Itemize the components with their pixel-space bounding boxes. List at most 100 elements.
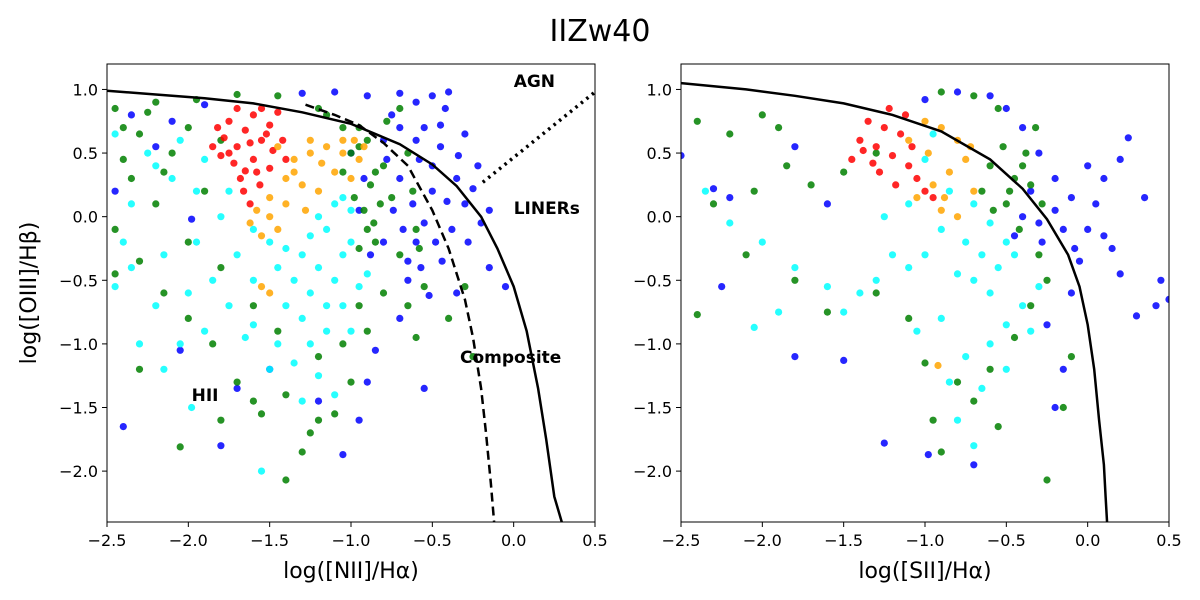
data-point bbox=[257, 136, 266, 144]
x-tick-label: 0.0 bbox=[1075, 531, 1100, 550]
data-point bbox=[331, 200, 339, 208]
data-point bbox=[921, 251, 929, 259]
data-point bbox=[318, 159, 326, 167]
data-point bbox=[363, 327, 371, 335]
data-point bbox=[184, 289, 192, 297]
data-point bbox=[420, 384, 428, 392]
data-point bbox=[750, 323, 758, 331]
data-point bbox=[901, 111, 910, 119]
data-point bbox=[257, 467, 266, 475]
data-point bbox=[999, 143, 1007, 151]
region-label: Composite bbox=[460, 348, 561, 368]
data-point bbox=[994, 423, 1002, 431]
left-panel-region-labels: AGN LINERs Composite HII bbox=[192, 72, 580, 406]
data-point bbox=[111, 283, 119, 291]
data-point bbox=[783, 162, 791, 170]
data-point bbox=[726, 219, 734, 227]
data-point bbox=[905, 200, 913, 208]
data-point bbox=[409, 200, 417, 208]
data-point bbox=[111, 130, 119, 138]
data-point bbox=[840, 308, 848, 316]
data-point bbox=[420, 219, 428, 227]
data-point bbox=[742, 251, 750, 259]
data-point bbox=[970, 92, 978, 100]
data-point bbox=[266, 213, 274, 221]
data-point bbox=[823, 283, 832, 291]
data-point bbox=[872, 149, 880, 157]
data-point bbox=[1027, 302, 1035, 310]
data-point bbox=[461, 130, 469, 138]
y-tick-label: −0.5 bbox=[633, 271, 672, 290]
data-point bbox=[962, 238, 970, 246]
data-point bbox=[396, 251, 404, 259]
data-point bbox=[775, 308, 783, 316]
data-point bbox=[135, 365, 144, 373]
data-point bbox=[1043, 476, 1051, 484]
region-label: AGN bbox=[514, 72, 555, 92]
data-point bbox=[445, 314, 453, 322]
data-point bbox=[314, 264, 323, 272]
data-point bbox=[453, 174, 461, 183]
data-point bbox=[1152, 302, 1160, 310]
data-point bbox=[940, 194, 949, 202]
data-point bbox=[953, 416, 962, 424]
data-point bbox=[908, 143, 916, 151]
data-point bbox=[274, 143, 282, 151]
data-point bbox=[379, 162, 388, 170]
data-point bbox=[282, 302, 290, 310]
data-point bbox=[135, 340, 144, 348]
data-point bbox=[176, 340, 184, 348]
data-point bbox=[331, 391, 339, 399]
data-point bbox=[233, 104, 241, 113]
data-point bbox=[445, 88, 453, 96]
right-panel-lines bbox=[681, 81, 1109, 522]
data-point bbox=[220, 134, 228, 142]
data-point bbox=[1015, 225, 1023, 233]
data-point bbox=[905, 264, 913, 272]
data-point bbox=[366, 181, 375, 189]
data-point bbox=[249, 276, 257, 284]
data-point bbox=[412, 333, 420, 342]
data-point bbox=[970, 200, 978, 208]
data-point bbox=[225, 187, 233, 195]
data-point bbox=[306, 289, 314, 297]
data-point bbox=[339, 149, 347, 157]
y-tick-label: −1.5 bbox=[59, 399, 98, 418]
data-point bbox=[856, 136, 864, 144]
x-tick-label: −2.0 bbox=[169, 531, 208, 550]
data-point bbox=[298, 89, 306, 97]
data-point bbox=[274, 340, 282, 348]
data-point bbox=[921, 155, 929, 163]
solid-demarcation-line bbox=[681, 81, 1109, 522]
data-point bbox=[1002, 321, 1010, 329]
data-point bbox=[1010, 333, 1019, 342]
data-point bbox=[176, 443, 184, 451]
data-point bbox=[1019, 124, 1027, 132]
data-point bbox=[1141, 194, 1149, 202]
data-point bbox=[726, 194, 734, 202]
data-point bbox=[347, 327, 355, 335]
data-point bbox=[152, 98, 160, 106]
solid-demarcation-line bbox=[107, 89, 564, 522]
data-point bbox=[443, 197, 451, 205]
data-point bbox=[350, 194, 358, 202]
data-point bbox=[1043, 321, 1051, 329]
data-point bbox=[485, 206, 493, 214]
data-point bbox=[937, 206, 945, 214]
data-point bbox=[160, 251, 168, 259]
data-point bbox=[249, 302, 257, 310]
data-point bbox=[360, 206, 368, 214]
data-point bbox=[339, 124, 347, 132]
left-panel-x-ticks: −2.5 −2.0 −1.5 −1.0 −0.5 0.0 0.5 bbox=[88, 522, 608, 550]
data-point bbox=[249, 397, 257, 405]
data-point bbox=[339, 451, 347, 459]
data-point bbox=[160, 289, 168, 297]
data-point bbox=[314, 353, 323, 361]
data-point bbox=[306, 136, 314, 144]
y-tick-label: 1.0 bbox=[73, 80, 98, 99]
left-panel-xlabel: log([NII]/Hα) bbox=[283, 559, 419, 584]
data-point bbox=[274, 108, 282, 116]
data-point bbox=[233, 384, 241, 392]
data-point bbox=[119, 238, 127, 246]
data-point bbox=[1010, 251, 1019, 259]
